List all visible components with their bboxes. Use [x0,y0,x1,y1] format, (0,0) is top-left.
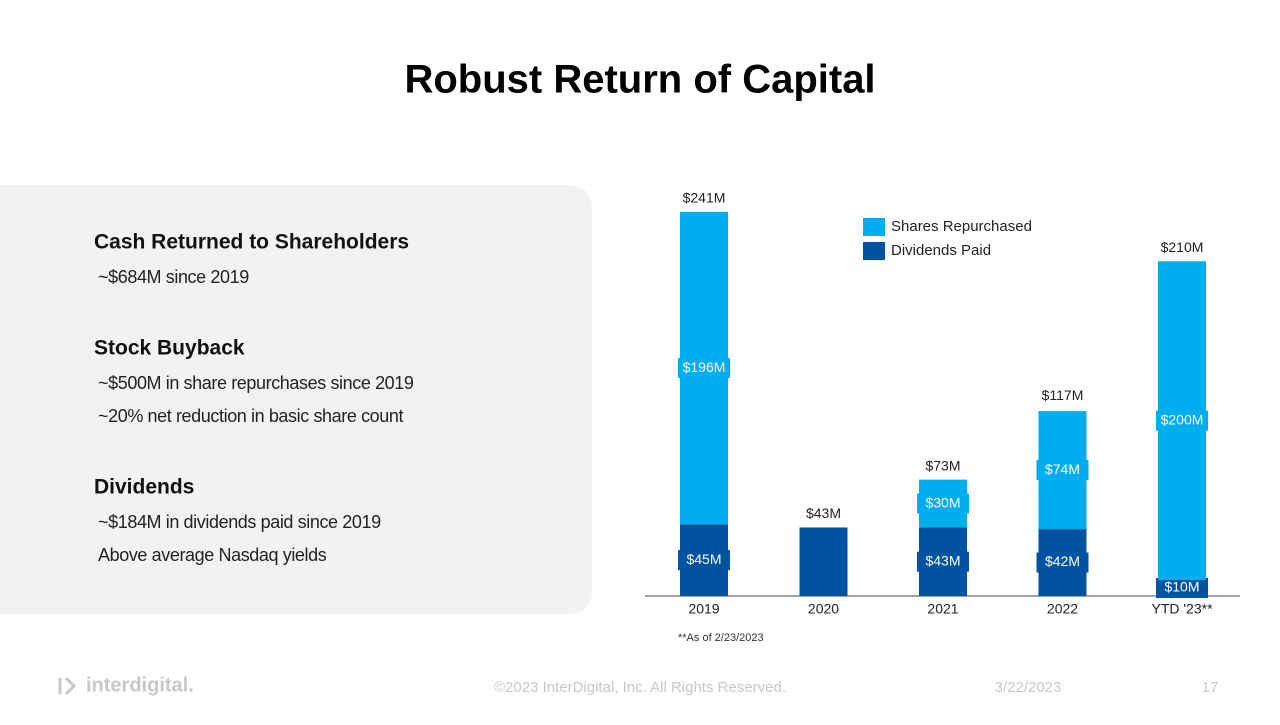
section-line: ~$684M since 2019 [98,267,249,287]
footer-page: 17 [1202,679,1219,696]
value-label: $10M [1164,579,1199,595]
section-line: ~$184M in dividends paid since 2019 [98,512,381,532]
x-tick-label: 2020 [808,601,839,617]
legend-label: Dividends Paid [891,242,991,259]
footnote: **As of 2/23/2023 [678,632,764,644]
value-label: $45M [686,551,721,567]
value-label-bg [1156,578,1208,599]
value-label-bg [678,550,730,571]
slide-title: Robust Return of Capital [404,58,875,102]
bar-segment [799,527,848,596]
value-label: $200M [1161,411,1204,427]
logo-icon [58,676,77,696]
value-label: $74M [1045,461,1080,477]
section-line: Above average Nasdaq yields [98,545,327,565]
x-tick-label: YTD '23** [1151,601,1213,617]
x-tick-label: 2021 [927,601,958,617]
value-label-bg [678,358,730,379]
value-label-bg [1156,410,1208,431]
legend-label: Shares Repurchased [891,218,1032,235]
value-label-bg [1036,460,1089,481]
value-label-bg [917,493,969,514]
value-label: $43M [925,552,960,568]
value-label: $196M [683,359,726,375]
info-panel [0,185,592,614]
footer-date: 3/22/2023 [995,679,1062,696]
legend-swatch [863,218,885,236]
total-label: $241M [683,190,726,206]
section-heading: Dividends [94,476,194,499]
section-heading: Cash Returned to Shareholders [94,231,409,254]
value-label-bg [917,551,969,572]
total-label: $73M [925,457,960,473]
section-heading: Stock Buyback [94,337,245,360]
x-tick-label: 2019 [688,601,719,617]
total-label: $117M [1042,387,1084,403]
footer-logo: interdigital. [86,674,194,696]
section-line: ~$500M in share repurchases since 2019 [98,373,414,393]
panel-text: Cash Returned to Shareholders ~$684M sinc… [94,231,414,565]
total-label: $210M [1161,239,1204,255]
x-tick-label: 2022 [1047,601,1078,617]
value-label: $30M [925,494,960,510]
value-label: $42M [1045,553,1080,569]
section-line: ~20% net reduction in basic share count [98,406,404,426]
chart: 2019 $45M $196M $241M 2020 $43M 2021 $43M $30M $7… [645,190,1240,617]
value-label-bg [1036,552,1089,573]
footer-copyright: ©2023 InterDigital, Inc. All Rights Rese… [494,679,786,696]
legend-swatch [863,242,885,260]
total-label: $43M [806,505,841,521]
